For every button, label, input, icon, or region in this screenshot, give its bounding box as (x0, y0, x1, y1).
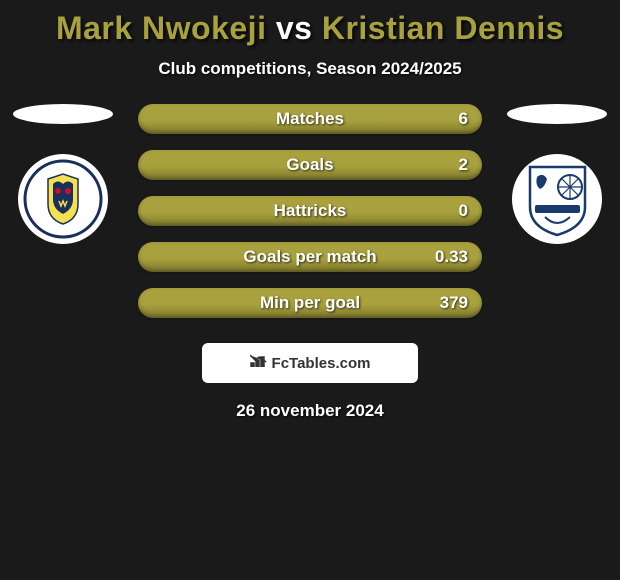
stats-column: Matches 6 Goals 2 Hattricks 0 Goals per … (118, 104, 502, 318)
subtitle: Club competitions, Season 2024/2025 (0, 59, 620, 79)
stat-label: Hattricks (274, 201, 347, 221)
stat-bar-hattricks: Hattricks 0 (138, 196, 482, 226)
stat-label: Goals (286, 155, 333, 175)
stat-bar-matches: Matches 6 (138, 104, 482, 134)
stat-value: 0.33 (435, 247, 468, 267)
stat-bar-mpg: Min per goal 379 (138, 288, 482, 318)
brand-text: FcTables.com (272, 355, 371, 372)
player2-name: Kristian Dennis (322, 10, 564, 46)
stat-label: Goals per match (243, 247, 376, 267)
stat-bar-gpm: Goals per match 0.33 (138, 242, 482, 272)
chart-icon (250, 354, 268, 372)
stat-value: 0 (459, 201, 468, 221)
player1-column (8, 104, 118, 244)
player2-column (502, 104, 612, 244)
comparison-card: { "title_parts": { "player1": "Mark Nwok… (0, 0, 620, 431)
stat-value: 2 (459, 155, 468, 175)
stat-label: Matches (276, 109, 344, 129)
afc-wimbledon-crest-icon (23, 159, 103, 239)
club-badge-left (18, 154, 108, 244)
footer-date: 26 november 2024 (0, 401, 620, 421)
stat-bar-goals: Goals 2 (138, 150, 482, 180)
tranmere-rovers-crest-icon (515, 157, 600, 242)
club-badge-right (512, 154, 602, 244)
player1-silhouette (13, 104, 113, 124)
brand-box: FcTables.com (202, 343, 418, 383)
vs-separator: vs (276, 10, 313, 46)
stat-value: 379 (440, 293, 468, 313)
player2-silhouette (507, 104, 607, 124)
main-row: Matches 6 Goals 2 Hattricks 0 Goals per … (0, 104, 620, 318)
stat-label: Min per goal (260, 293, 360, 313)
comparison-title: Mark Nwokeji vs Kristian Dennis (0, 10, 620, 47)
player1-name: Mark Nwokeji (56, 10, 267, 46)
stat-value: 6 (459, 109, 468, 129)
